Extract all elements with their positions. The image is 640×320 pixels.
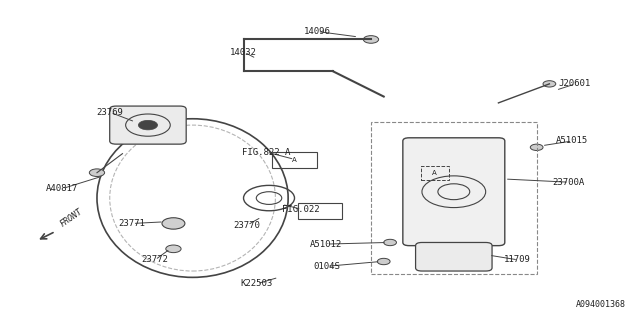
Text: 23770: 23770 — [234, 220, 260, 229]
Circle shape — [384, 239, 396, 246]
Text: FRONT: FRONT — [59, 206, 84, 228]
Text: A: A — [433, 170, 437, 176]
Circle shape — [162, 218, 185, 229]
Text: K22503: K22503 — [240, 279, 273, 288]
Circle shape — [138, 120, 157, 130]
Circle shape — [364, 36, 379, 43]
Text: 23772: 23772 — [141, 255, 168, 264]
Text: FIG.022: FIG.022 — [282, 205, 320, 214]
FancyBboxPatch shape — [415, 243, 492, 271]
Text: 23769: 23769 — [96, 108, 123, 117]
Text: A40817: A40817 — [46, 184, 78, 193]
Text: J20601: J20601 — [559, 79, 591, 88]
Circle shape — [90, 169, 104, 177]
Circle shape — [378, 258, 390, 265]
Text: FIG.822 A: FIG.822 A — [242, 148, 290, 156]
Text: A51015: A51015 — [556, 136, 588, 146]
Text: 23771: 23771 — [118, 219, 145, 228]
Bar — [371, 122, 537, 274]
FancyBboxPatch shape — [403, 138, 505, 246]
Text: 0104S: 0104S — [313, 262, 340, 271]
Circle shape — [166, 245, 181, 252]
Text: A51012: A51012 — [310, 240, 342, 249]
Text: 23700A: 23700A — [552, 178, 585, 187]
Text: 14032: 14032 — [230, 48, 257, 57]
Text: A094001368: A094001368 — [576, 300, 626, 309]
FancyBboxPatch shape — [109, 106, 186, 144]
Text: A: A — [292, 157, 297, 163]
Circle shape — [531, 144, 543, 150]
Text: 11709: 11709 — [504, 255, 531, 264]
Circle shape — [543, 81, 556, 87]
Text: 14096: 14096 — [303, 27, 330, 36]
